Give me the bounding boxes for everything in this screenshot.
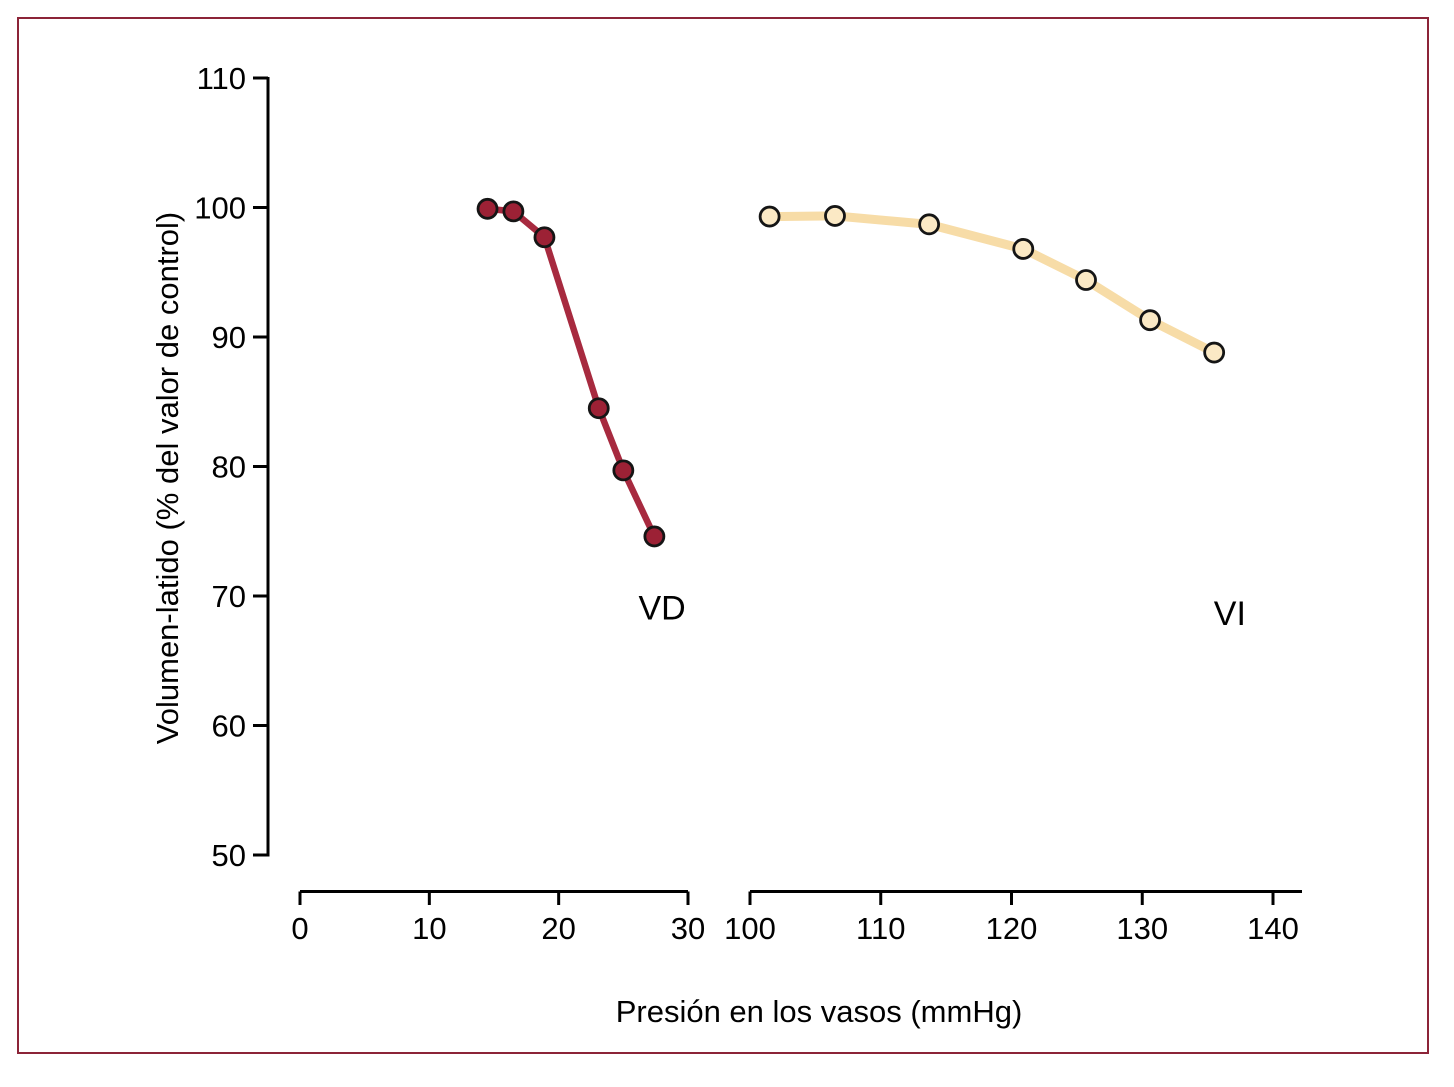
data-point-VI [824,205,846,227]
y-axis-tick-label: 80 [212,450,246,485]
x-axis-tick-label: 120 [986,911,1038,946]
data-point-VI [1139,309,1161,332]
data-point-VD [643,525,666,548]
data-point-VI [1203,341,1226,364]
series-line-VD [484,205,658,540]
data-point-VD [502,200,525,223]
y-axis-tick-label: 70 [212,579,246,614]
x-axis-tick-label: 30 [671,911,705,946]
data-point-VI [918,213,941,236]
x-axis-tick-label: 140 [1247,911,1299,946]
data-point-VD [476,197,499,220]
series-label-VD: VD [639,590,686,628]
y-axis-tick-label: 90 [212,320,246,355]
x-axis-title: Presión en los vasos (mmHg) [615,994,1023,1029]
x-axis-tick-label: 20 [541,911,575,946]
x-axis-tick-label: 10 [412,911,446,946]
y-axis-tick-label: 100 [194,191,246,226]
data-point-VI [758,205,781,228]
x-axis-tick-label: 100 [724,911,776,946]
x-axis-tick-label: 130 [1116,911,1168,946]
data-point-VI [1012,238,1035,260]
data-point-VD [612,459,635,482]
figure-border-frame [17,17,1429,1054]
y-axis-tick-label: 50 [212,838,246,873]
y-axis-title: Volumen-latido (% del valor de control) [150,211,185,745]
y-axis-tick-label: 60 [212,709,246,744]
series-line-VI [765,211,1219,358]
data-point-VD [533,226,556,249]
x-axis-tick-label: 0 [291,911,308,946]
series-label-VI: VI [1214,595,1246,633]
data-point-VI [1075,269,1097,291]
y-axis-tick-label: 110 [197,61,246,96]
x-axis-tick-label: 110 [856,911,905,946]
data-point-VD [587,397,610,420]
